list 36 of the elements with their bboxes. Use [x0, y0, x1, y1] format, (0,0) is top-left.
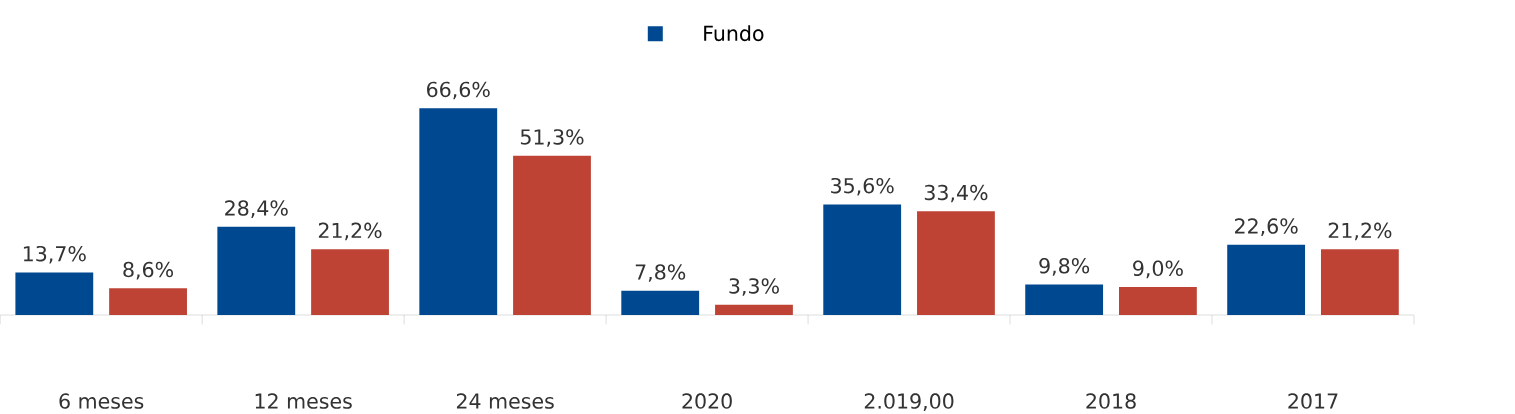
bar	[1227, 244, 1306, 315]
bar	[1320, 249, 1399, 315]
bar	[621, 290, 700, 315]
x-tick-label: 2018	[1086, 393, 1136, 409]
x-tick-label: 6 meses	[59, 393, 144, 409]
bar	[715, 304, 793, 315]
data-label: 35,6%	[831, 177, 894, 196]
data-label: 7,8%	[635, 264, 686, 282]
data-label: 51,3%	[520, 129, 584, 147]
bar	[823, 204, 902, 315]
bar	[217, 226, 296, 315]
data-label: 8,6%	[123, 261, 174, 280]
bar	[1025, 284, 1104, 315]
data-label: 21,2%	[318, 222, 382, 241]
legend-label: Fundo	[704, 25, 764, 42]
bar	[917, 211, 995, 315]
bar	[1119, 287, 1197, 315]
data-label: 9,8%	[1039, 257, 1090, 276]
data-label: 22,6%	[1235, 218, 1298, 236]
data-label: 13,7%	[23, 245, 86, 264]
bar	[513, 155, 591, 315]
x-tick-label: 2.019,00	[864, 393, 954, 411]
x-tick-label: 12 meses	[255, 393, 352, 409]
data-label: 21,2%	[1328, 222, 1392, 241]
data-label: 3,3%	[729, 278, 779, 296]
bar	[311, 249, 389, 315]
bar	[109, 288, 187, 315]
data-label: 33,4%	[924, 184, 988, 203]
x-tick-label: 24 meses	[456, 393, 554, 409]
bar	[419, 108, 498, 315]
data-label: 9,0%	[1133, 260, 1183, 279]
data-label: 28,4%	[225, 200, 288, 218]
x-tick-label: 2020	[682, 393, 732, 409]
x-tick-label: 2017	[1288, 393, 1338, 409]
bar	[15, 272, 94, 315]
data-label: 66,6%	[427, 81, 490, 100]
